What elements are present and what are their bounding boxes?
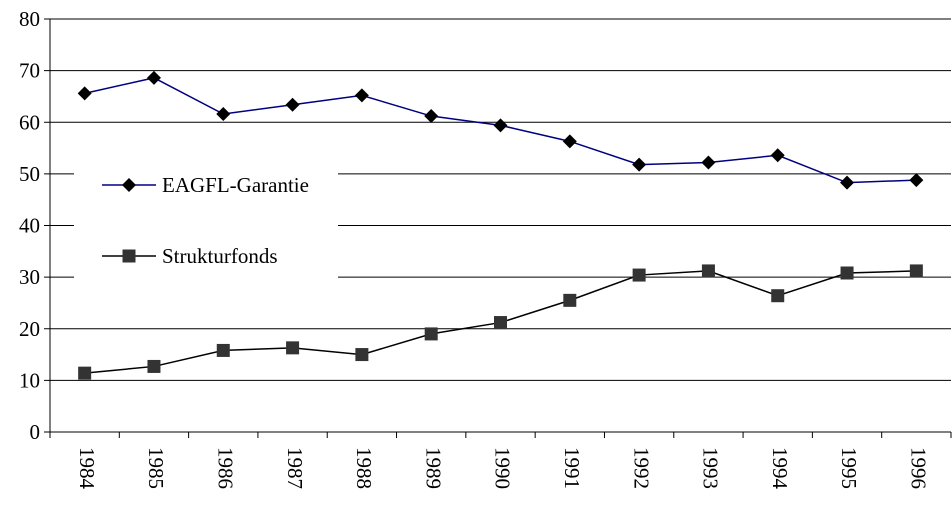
data-point-diamond: [701, 155, 716, 170]
x-tick-label: 1985: [144, 447, 168, 489]
y-tick-label: 30: [19, 265, 40, 289]
legend-marker-diamond: [122, 178, 136, 192]
x-tick-label: 1986: [213, 447, 237, 489]
data-point-diamond: [354, 88, 369, 103]
y-tick-label: 20: [19, 317, 40, 341]
y-tick-label: 50: [19, 162, 40, 186]
data-point-square: [147, 359, 161, 373]
x-tick-label: 1988: [352, 447, 376, 489]
x-tick-label: 1990: [491, 447, 515, 489]
data-point-square: [216, 343, 230, 357]
data-point-diamond: [770, 148, 785, 163]
data-point-diamond: [493, 118, 508, 133]
data-point-square: [909, 264, 923, 278]
x-tick-label: 1994: [768, 447, 792, 490]
y-tick-label: 60: [19, 110, 40, 134]
data-point-square: [286, 341, 300, 355]
legend-label: EAGFL-Garantie: [162, 173, 309, 197]
data-point-diamond: [632, 157, 647, 172]
legend-box: [74, 150, 338, 282]
data-point-diamond: [77, 86, 92, 101]
data-point-square: [494, 316, 507, 330]
data-point-diamond: [840, 175, 855, 190]
data-point-square: [563, 293, 577, 307]
y-tick-label: 0: [30, 420, 41, 444]
x-tick-label: 1996: [907, 447, 931, 489]
x-tick-label: 1995: [837, 447, 861, 489]
x-tick-label: 1991: [560, 447, 584, 489]
data-point-diamond: [424, 109, 439, 124]
data-point-square: [424, 327, 438, 341]
x-tick-label: 1989: [421, 447, 445, 489]
legend-marker-square: [122, 249, 136, 263]
y-tick-label: 10: [19, 368, 40, 392]
x-tick-label: 1992: [629, 447, 653, 489]
data-point-diamond: [285, 97, 300, 112]
x-tick-label: 1993: [699, 447, 723, 489]
data-point-diamond: [216, 106, 231, 121]
data-point-diamond: [562, 134, 577, 149]
series-strukturfonds: [78, 264, 923, 380]
y-tick-label: 80: [19, 7, 40, 31]
data-point-square: [701, 264, 715, 278]
y-tick-label: 40: [19, 214, 40, 238]
x-tick-label: 1984: [75, 447, 99, 490]
axes: 0 10 20 30 40 50 60 70 80 1984 1985 1986 1987 1988 198…: [19, 7, 952, 490]
legend: EAGFL-Garantie Strukturfonds: [74, 150, 338, 282]
x-tick-label: 1987: [283, 447, 307, 489]
data-point-square: [355, 348, 369, 362]
data-point-square: [632, 268, 646, 282]
legend-label: Strukturfonds: [162, 244, 278, 268]
data-point-square: [840, 266, 854, 280]
data-point-square: [78, 366, 92, 380]
data-point-square: [771, 289, 785, 303]
y-tick-label: 70: [19, 59, 40, 83]
data-point-diamond: [146, 70, 161, 85]
data-point-diamond: [909, 173, 924, 188]
series-lines: [77, 70, 924, 380]
series-eagfl-garantie: [77, 70, 924, 190]
